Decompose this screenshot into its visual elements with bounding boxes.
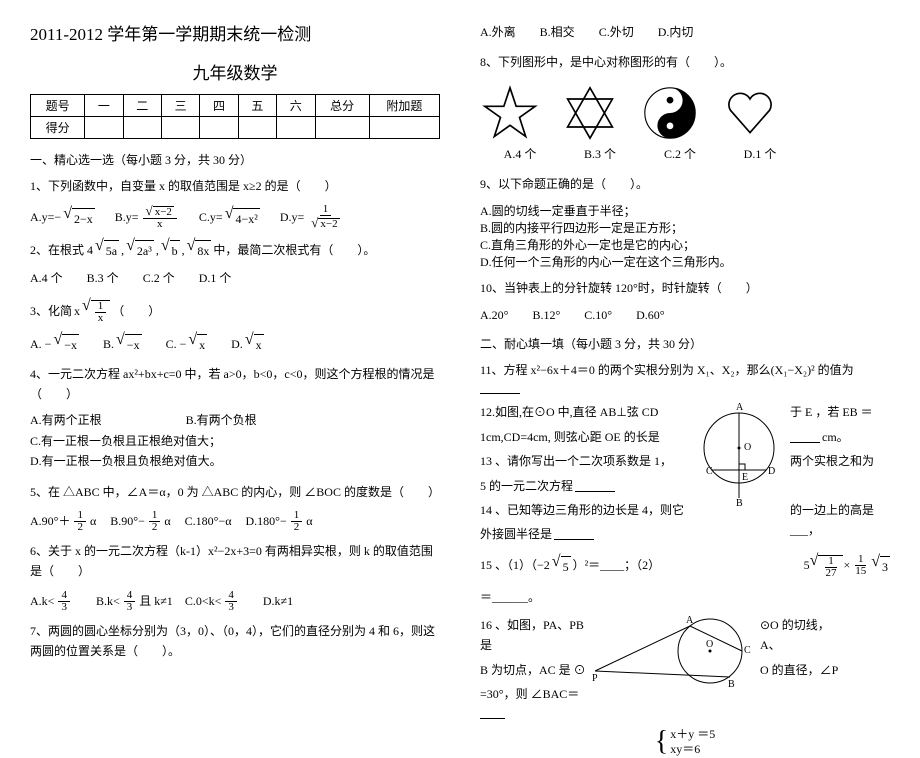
score-table: 题号 一 二 三 四 五 六 总分 附加题 得分 (30, 94, 440, 139)
tangent-diagram: A P B C O (590, 611, 760, 695)
q9-stem: 9、以下命题正确的是（ ）。 (480, 174, 890, 194)
svg-text:A: A (736, 402, 744, 413)
q2-stem: 2、在根式 4 √5a, √2a³, √b, √8x 中，最简二次根式有（ ）。 (30, 238, 440, 261)
section2-header: 二、耐心填一填（每小题 3 分，共 30 分） (480, 335, 890, 352)
q1-stem: 1、下列函数中，自变量 x 的取值范围是 x≥2 的是（ ） (30, 176, 440, 196)
q11: 11、方程 x²−6x＋4＝0 的两个实根分别为 X₁、X₂，那么(X₁−X₂)… (480, 360, 890, 394)
q15: 15 、（1）（−2√5）²＝____；（2） 5√127×115√3 (480, 553, 890, 579)
q5-stem: 5、在 △ABC 中，∠A＝α，0 为 △ABC 的内心，则 ∠BOC 的度数是… (30, 482, 440, 502)
q10-stem: 10、当钟表上的分针旋转 120°时，时针旋转（ ） (480, 278, 890, 298)
q3-stem: 3、化简 x √1x （ ） (30, 298, 440, 324)
q10-options: A.20°B.12°C.10°D.60° (480, 305, 890, 325)
svg-text:O: O (706, 639, 713, 650)
section1-header: 一、精心选一选（每小题 3 分，共 30 分） (30, 151, 440, 168)
svg-text:B: B (736, 498, 743, 508)
svg-text:P: P (592, 673, 598, 684)
heart-icon (720, 83, 780, 143)
svg-text:E: E (742, 472, 748, 483)
q7-stem: 7、两圆的圆心坐标分别为（3，0）、（0，4），它们的直径分别为 4 和 6，则… (30, 621, 440, 662)
q12-14-block: 12.如图,在⊙O 中,直径 AB⊥弦 CD 1cm,CD=4cm, 则弦心距 … (480, 398, 890, 548)
subtitle: 九年级数学 (30, 59, 440, 84)
svg-text:D: D (768, 466, 775, 477)
q8-labels: A.4 个B.3 个C.2 个D.1 个 (480, 145, 890, 162)
q6-stem: 6、关于 x 的一元二次方程（k-1）x²−2x+3=0 有两相异实根，则 k … (30, 541, 440, 582)
q7-options: A.外离B.相交C.外切D.内切 (480, 22, 890, 42)
yinyang-icon (640, 83, 700, 143)
q5-options: A.90°＋12α B.90°−12α C.180°−α D.180°−12α (30, 510, 440, 533)
hexagram-icon (560, 83, 620, 143)
main-title: 2011-2012 学年第一学期期末统一检测 (30, 20, 440, 45)
right-column: A.外离B.相交C.外切D.内切 8、下列图形中，是中心对称图形的有（ ）。 A… (480, 20, 890, 631)
star-icon (480, 83, 540, 143)
q6-options: A.k<43 B.k<43 且 k≠1 C.0<k<43 D.k≠1 (30, 590, 440, 613)
q4-options: A.有两个正根B.有两个负根 C.有一正根一负根且正根绝对值大； D.有一正根一… (30, 410, 440, 471)
svg-text:B: B (728, 679, 735, 690)
svg-text:A: A (686, 615, 694, 626)
svg-text:C: C (706, 466, 713, 477)
circle-diagram: A O C D E B (694, 398, 784, 512)
q2-options: A.4 个B.3 个C.2 个D.1 个 (30, 268, 440, 288)
q1-options: A.y=− √2−x B.y= √x−2x C.y= √4−x² D.y= 1√… (30, 204, 440, 230)
q8-shapes (480, 83, 890, 143)
table-row: 得分 (31, 117, 440, 139)
q3-options: A. −√−x B. √−x C. −√x D. √x (30, 332, 440, 355)
q15b: ＝______。 (480, 587, 890, 607)
q9-options: A.圆的切线一定垂直于半径；B.圆的内接平行四边形一定是正方形；C.直角三角形的… (480, 202, 890, 270)
q8-stem: 8、下列图形中，是中心对称图形的有（ ）。 (480, 52, 890, 72)
left-column: 2011-2012 学年第一学期期末统一检测 九年级数学 题号 一 二 三 四 … (30, 20, 440, 631)
table-row: 题号 一 二 三 四 五 六 总分 附加题 (31, 95, 440, 117)
q16-block: 16 、如图，PA、PB 是 B 为切点，AC 是 ⊙ =30°，则 ∠BAC＝… (480, 611, 890, 723)
system-eq: { x＋y ＝5 xy＝6 (480, 727, 890, 758)
svg-text:O: O (744, 442, 751, 453)
q4-stem: 4、一元二次方程 ax²+bx+c=0 中，若 a>0，b<0，c<0，则这个方… (30, 364, 440, 405)
